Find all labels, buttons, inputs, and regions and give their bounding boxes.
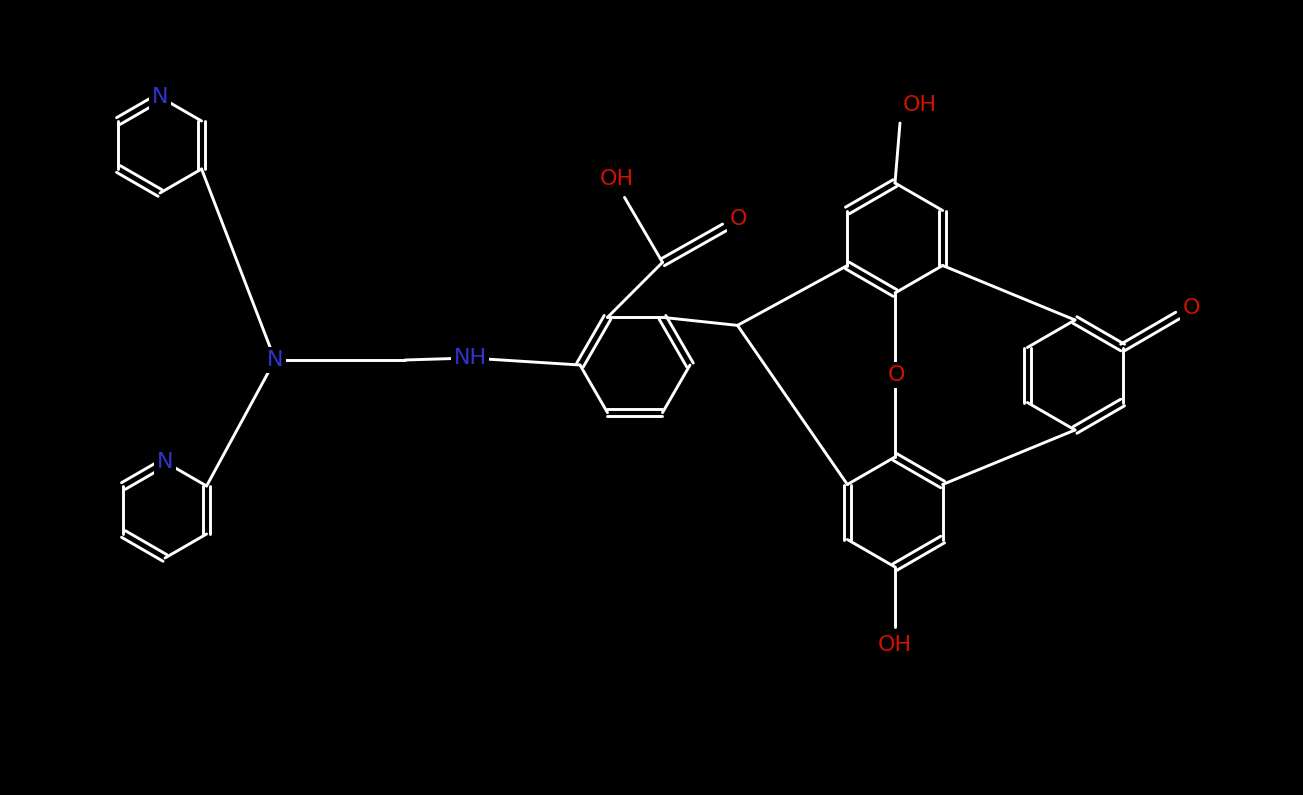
Text: N: N [156,452,173,472]
Text: O: O [1183,297,1200,317]
Text: O: O [889,365,906,385]
Text: N: N [151,87,168,107]
Text: O: O [730,209,747,230]
Text: N: N [267,350,283,370]
Text: OH: OH [903,95,937,115]
Text: NH: NH [453,348,486,368]
Text: OH: OH [599,169,633,189]
Text: OH: OH [878,635,912,655]
